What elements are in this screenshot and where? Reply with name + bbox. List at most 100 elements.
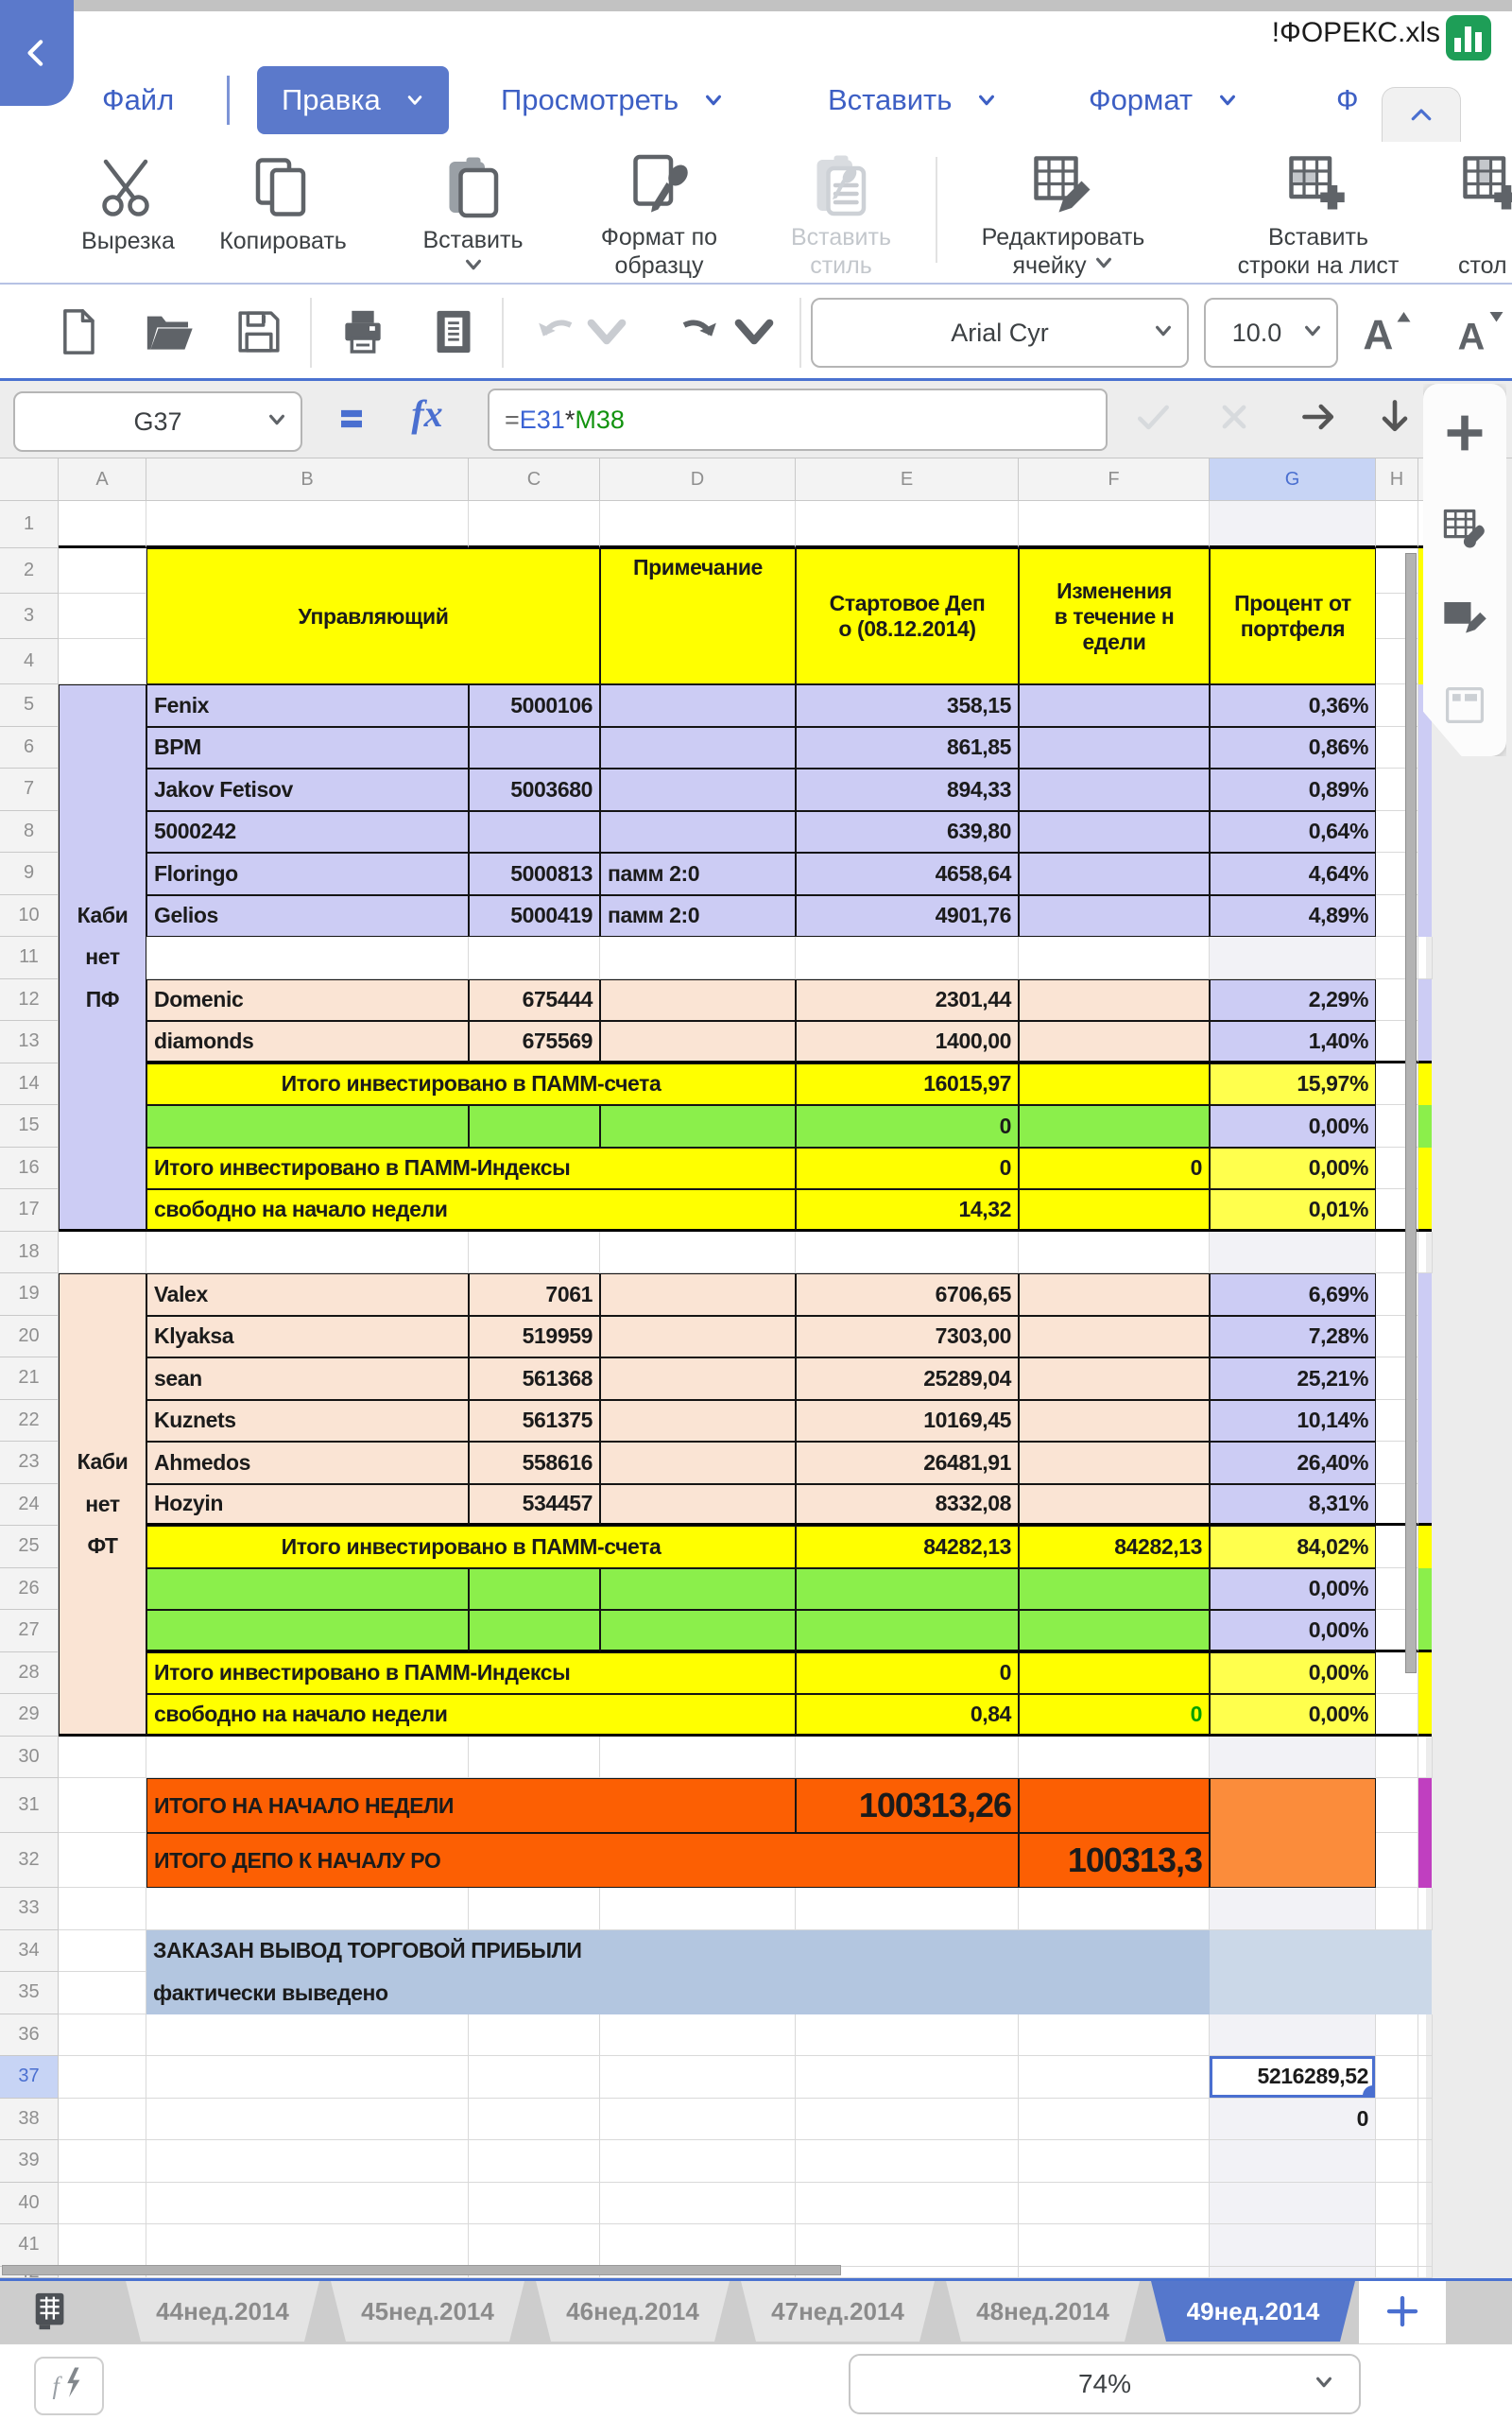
row-header-18[interactable]: 18 xyxy=(0,1231,59,1273)
cell[interactable] xyxy=(1418,1189,1432,1232)
cell-G9[interactable]: 4,64% xyxy=(1210,853,1376,895)
cell[interactable] xyxy=(1418,1567,1432,1610)
cell-G38[interactable]: 0 xyxy=(1210,2098,1376,2140)
cell[interactable] xyxy=(1019,2140,1210,2183)
row-header-37[interactable]: 37 xyxy=(0,2056,59,2099)
menu-item-ф[interactable]: Ф xyxy=(1336,66,1359,134)
cell[interactable] xyxy=(600,1736,796,1778)
cell[interactable] xyxy=(600,2182,796,2224)
cell-G25[interactable]: 84,02% xyxy=(1210,1526,1376,1568)
cell[interactable] xyxy=(59,1833,146,1888)
cell[interactable] xyxy=(600,2224,796,2267)
cell[interactable] xyxy=(146,1567,469,1610)
font-size-select[interactable]: 10.0 xyxy=(1204,298,1338,368)
cell[interactable] xyxy=(1019,937,1210,979)
cell-B16[interactable]: Итого инвестировано в ПАММ-Индексы xyxy=(146,1147,796,1189)
cell[interactable] xyxy=(146,2182,469,2224)
cell[interactable] xyxy=(1376,2056,1418,2099)
cell-G23[interactable]: 26,40% xyxy=(1210,1442,1376,1484)
cell-G7[interactable]: 0,89% xyxy=(1210,769,1376,811)
cell[interactable] xyxy=(1210,1778,1376,1888)
sheet-tab-47нед.2014[interactable]: 47нед.2014 xyxy=(741,2281,935,2342)
cut-button[interactable]: Вырезка xyxy=(26,147,230,280)
cell[interactable] xyxy=(796,937,1019,979)
quick-function-button[interactable]: f xyxy=(34,2357,104,2415)
cell[interactable] xyxy=(600,1442,796,1484)
paste-style-button[interactable]: Вставить стиль xyxy=(742,147,940,280)
cell-E9[interactable]: 4658,64 xyxy=(796,853,1019,895)
cell[interactable] xyxy=(1019,978,1210,1021)
cell-F2[interactable]: Изменения в течение н едели xyxy=(1019,548,1210,684)
cell[interactable] xyxy=(600,1273,796,1316)
zoom-select[interactable]: 74% xyxy=(849,2354,1361,2414)
cell[interactable] xyxy=(600,1315,796,1357)
edit-cell-button[interactable]: Редактировать ячейку xyxy=(936,147,1191,280)
cell[interactable] xyxy=(469,1105,600,1148)
cell[interactable] xyxy=(1418,1651,1432,1694)
cell[interactable] xyxy=(1019,1610,1210,1652)
cell-G19[interactable]: 6,69% xyxy=(1210,1273,1376,1316)
menu-item-вставить[interactable]: Вставить xyxy=(828,66,997,134)
menu-item-просмотреть[interactable]: Просмотреть xyxy=(501,66,724,134)
cell[interactable] xyxy=(600,810,796,853)
row-header-32[interactable]: 32 xyxy=(0,1833,59,1888)
cell-G2[interactable]: Процент от портфеля xyxy=(1210,548,1376,684)
cell[interactable] xyxy=(1210,1888,1376,1930)
cell[interactable] xyxy=(59,2182,146,2224)
function-button[interactable]: fx xyxy=(404,390,450,436)
cell[interactable] xyxy=(600,937,796,979)
cell-C22[interactable]: 561375 xyxy=(469,1399,600,1442)
cell[interactable] xyxy=(146,501,469,548)
cell-G22[interactable]: 10,14% xyxy=(1210,1399,1376,1442)
cell-E13[interactable]: 1400,00 xyxy=(796,1021,1019,1063)
cell[interactable] xyxy=(600,1610,796,1652)
cell[interactable] xyxy=(1418,1526,1432,1568)
cell[interactable] xyxy=(600,501,796,548)
cell[interactable] xyxy=(59,2224,146,2267)
row-header-17[interactable]: 17 xyxy=(0,1189,59,1232)
add-button[interactable] xyxy=(1438,408,1491,461)
cell[interactable] xyxy=(1418,1399,1432,1442)
cell[interactable] xyxy=(59,2014,146,2056)
cell[interactable] xyxy=(469,810,600,853)
row-header-34[interactable]: 34 xyxy=(0,1929,59,1972)
cell[interactable] xyxy=(796,501,1019,548)
cell[interactable] xyxy=(146,1231,469,1273)
cell-E28[interactable]: 0 xyxy=(796,1651,1019,1694)
cell[interactable] xyxy=(1376,1610,1418,1652)
row-header-19[interactable]: 19 xyxy=(0,1273,59,1316)
cell[interactable] xyxy=(1210,1231,1376,1273)
cell-E17[interactable]: 14,32 xyxy=(796,1189,1019,1232)
cell[interactable] xyxy=(796,2182,1019,2224)
cell[interactable] xyxy=(1376,769,1418,811)
cell[interactable] xyxy=(600,769,796,811)
row-header-25[interactable]: 25 xyxy=(0,1526,59,1568)
cell[interactable] xyxy=(146,2224,469,2267)
cell[interactable] xyxy=(146,2140,469,2183)
column-header-C[interactable]: C xyxy=(469,458,600,501)
cell[interactable] xyxy=(796,2140,1019,2183)
save-button[interactable] xyxy=(229,303,289,364)
cell[interactable] xyxy=(1376,1736,1418,1778)
cell[interactable] xyxy=(469,1888,600,1930)
cell-C13[interactable]: 675569 xyxy=(469,1021,600,1063)
row-header-41[interactable]: 41 xyxy=(0,2224,59,2267)
cell[interactable] xyxy=(1210,2140,1376,2183)
cell[interactable] xyxy=(1019,1567,1210,1610)
row-header-14[interactable]: 14 xyxy=(0,1063,59,1105)
cell[interactable] xyxy=(1418,2056,1433,2099)
cell[interactable] xyxy=(1376,1483,1418,1526)
cell[interactable] xyxy=(600,2098,796,2140)
cell-B31[interactable]: ИТОГО НА НАЧАЛО НЕДЕЛИ xyxy=(146,1778,796,1833)
cell-D10[interactable]: памм 2:0 xyxy=(600,894,796,937)
cell-B7[interactable]: Jakov Fetisov xyxy=(146,769,469,811)
cell-B21[interactable]: sean xyxy=(146,1357,469,1400)
cell[interactable] xyxy=(59,1929,146,1972)
paste-button[interactable]: Вставить xyxy=(376,147,570,280)
cell[interactable] xyxy=(1376,726,1418,769)
cell[interactable] xyxy=(600,2056,796,2099)
cell-E23[interactable]: 26481,91 xyxy=(796,1442,1019,1484)
cell[interactable] xyxy=(1376,548,1418,594)
cell[interactable] xyxy=(146,2014,469,2056)
cell[interactable] xyxy=(469,2056,600,2099)
